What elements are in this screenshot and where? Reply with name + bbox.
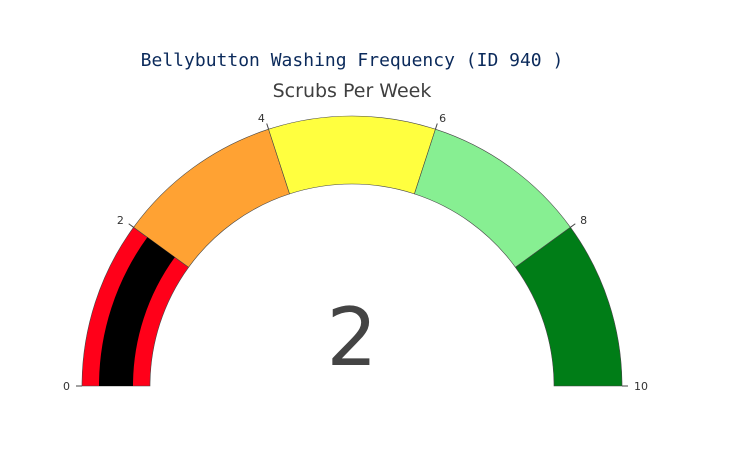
- gauge-tick-mark-2: [266, 123, 270, 130]
- gauge-step-2: [268, 115, 436, 195]
- gauge-ticks: 0 2 4 6 8 10: [63, 112, 648, 393]
- gauge-tick-mark-3: [434, 123, 438, 130]
- gauge-tick-label-1: 2: [117, 214, 124, 227]
- chart-subtitle: Scrubs Per Week: [273, 80, 432, 102]
- gauge-bar-fill: [99, 237, 175, 386]
- gauge-tick-label-2: 4: [258, 112, 265, 125]
- gauge-tick-label-4: 8: [580, 214, 587, 227]
- gauge-value-bar: [99, 237, 175, 386]
- gauge-tick-mark-1: [128, 223, 134, 228]
- gauge-tick-label-3: 6: [439, 112, 446, 125]
- gauge-tick-mark-4: [570, 223, 576, 228]
- gauge-tick-label-5: 10: [634, 380, 648, 393]
- gauge-tick-label-0: 0: [63, 380, 70, 393]
- chart-title: Bellybutton Washing Frequency (ID 940 ): [141, 50, 564, 71]
- gauge-value-number: 2: [327, 291, 378, 384]
